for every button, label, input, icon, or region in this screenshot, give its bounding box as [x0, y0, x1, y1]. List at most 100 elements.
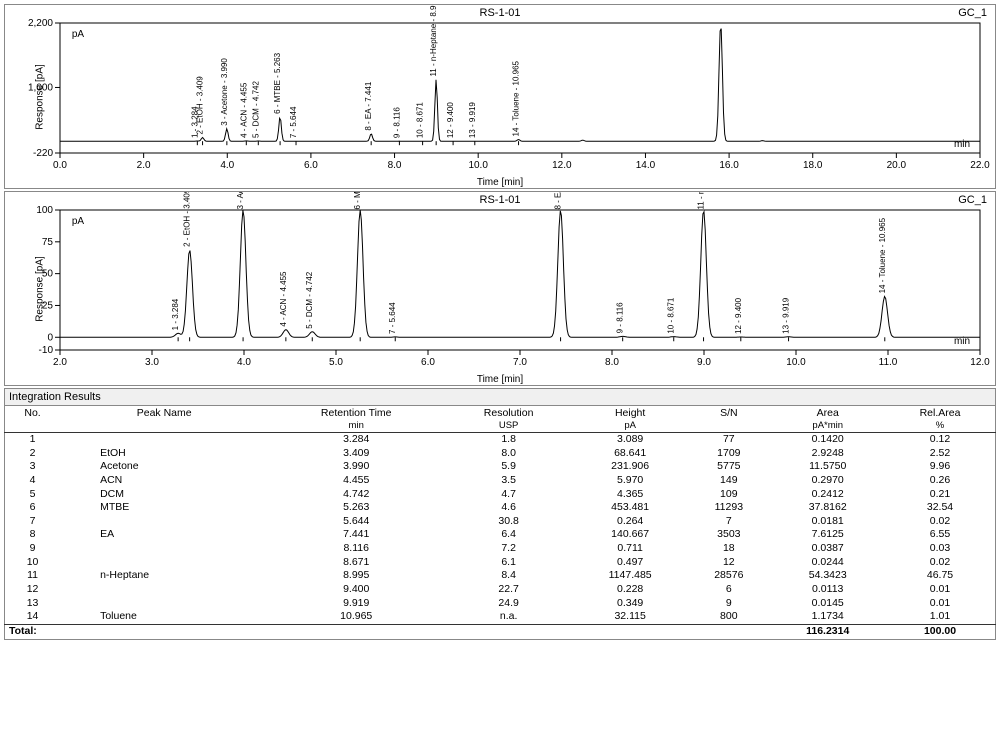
table-cell: 0.0145 [770, 597, 885, 611]
svg-text:75: 75 [42, 237, 54, 248]
table-body: 13.2841.83.089770.14200.122EtOH3.4098.06… [5, 433, 996, 640]
table-cell: 0.228 [573, 583, 687, 597]
table-cell: 1147.485 [573, 569, 687, 583]
table-cell: 10 [5, 556, 61, 570]
table-cell: 3.089 [573, 433, 687, 447]
peak-label: 3 - Acetone - 3.990 [220, 58, 229, 126]
table-cell: 32.54 [885, 501, 995, 515]
table-cell [60, 556, 268, 570]
total-rel: 100.00 [885, 624, 995, 639]
chart2-xlabel: Time [min] [5, 374, 995, 385]
col-header: Peak Name [60, 406, 268, 433]
table-row: 98.1167.20.711180.03870.03 [5, 542, 996, 556]
table-cell: 6.4 [444, 528, 573, 542]
peak-label: 11 - n-Heptane - 8.995 [697, 192, 706, 210]
table-cell: 6.1 [444, 556, 573, 570]
table-cell: 2.9248 [770, 447, 885, 461]
table-cell: 7.2 [444, 542, 573, 556]
table-cell: 14 [5, 610, 61, 624]
table-row: 2EtOH3.4098.068.64117092.92482.52 [5, 447, 996, 461]
col-header: AreapA*min [770, 406, 885, 433]
svg-text:5.0: 5.0 [329, 357, 343, 368]
table-cell [60, 597, 268, 611]
table-cell: ACN [60, 474, 268, 488]
chart1-title: RS-1-01 [480, 7, 521, 19]
peak-label: 13 - 9.919 [782, 297, 791, 334]
table-cell: 77 [687, 433, 770, 447]
table-cell: 24.9 [444, 597, 573, 611]
svg-text:min: min [954, 139, 970, 150]
peak-label: 12 - 9.400 [734, 297, 743, 334]
chart2-detector: GC_1 [958, 194, 987, 206]
table-cell: 9 [687, 597, 770, 611]
table-row: 11n-Heptane8.9958.41147.4852857654.34234… [5, 569, 996, 583]
table-cell: 5775 [687, 460, 770, 474]
table-cell: 3.409 [268, 447, 444, 461]
table-row: 75.64430.80.26470.01810.02 [5, 515, 996, 529]
table-cell: 4.7 [444, 488, 573, 502]
table-row: 3Acetone3.9905.9231.906577511.57509.96 [5, 460, 996, 474]
svg-text:pA: pA [72, 216, 85, 227]
svg-text:18.0: 18.0 [803, 160, 823, 171]
table-cell: 0.497 [573, 556, 687, 570]
chart1-xlabel: Time [min] [5, 177, 995, 188]
peak-label: 4 - ACN - 4.455 [279, 271, 288, 327]
table-cell: 9.919 [268, 597, 444, 611]
peak-label: 9 - 8.116 [392, 107, 401, 139]
peak-label: 14 - Toluene - 10.965 [878, 217, 887, 293]
svg-text:0.0: 0.0 [53, 160, 67, 171]
table-cell: 54.3423 [770, 569, 885, 583]
table-cell: 109 [687, 488, 770, 502]
svg-text:10.0: 10.0 [786, 357, 806, 368]
total-label: Total: [5, 624, 771, 639]
col-header: HeightpA [573, 406, 687, 433]
table-cell: 2.52 [885, 447, 995, 461]
peak-label: 7 - 5.644 [289, 106, 298, 138]
table-cell: 2 [5, 447, 61, 461]
table-cell: 9.400 [268, 583, 444, 597]
table-cell: 32.115 [573, 610, 687, 624]
svg-text:6.0: 6.0 [304, 160, 318, 171]
chart1-ylabel: Response [pA] [34, 64, 45, 130]
peak-label: 1 - 3.284 [171, 298, 180, 330]
table-head: No. Peak Name Retention TimeminResolutio… [5, 406, 996, 433]
table-cell: 0.01 [885, 583, 995, 597]
table-cell: 0.0181 [770, 515, 885, 529]
col-header: S/N [687, 406, 770, 433]
table-cell: 9.96 [885, 460, 995, 474]
table-cell: 140.667 [573, 528, 687, 542]
peak-label: 2 - EtOH - 3.409 [196, 76, 205, 135]
table-cell: 0.0244 [770, 556, 885, 570]
table-cell: 7.6125 [770, 528, 885, 542]
table-cell: MTBE [60, 501, 268, 515]
peak-label: 5 - DCM - 4.742 [251, 80, 260, 137]
integration-header: Integration Results [4, 388, 996, 405]
table-cell: 1.8 [444, 433, 573, 447]
table-cell: 4.742 [268, 488, 444, 502]
table-cell: 0.02 [885, 515, 995, 529]
table-cell: 5.263 [268, 501, 444, 515]
peak-label: 6 - MTBE - 5.263 [273, 52, 282, 113]
table-cell: 6 [5, 501, 61, 515]
table-cell: 8.0 [444, 447, 573, 461]
chart1-detector: GC_1 [958, 7, 987, 19]
table-cell: 3.5 [444, 474, 573, 488]
chromatogram-zoom: RS-1-01 GC_1 Response [pA] -100255075100… [4, 191, 996, 386]
peak-label: 4 - ACN - 4.455 [239, 82, 248, 138]
table-cell [60, 433, 268, 447]
table-cell: 4.6 [444, 501, 573, 515]
total-area: 116.2314 [770, 624, 885, 639]
svg-text:2.0: 2.0 [53, 357, 67, 368]
peak-label: 10 - 8.671 [667, 297, 676, 334]
table-cell: 6 [687, 583, 770, 597]
peak-label: 2 - EtOH - 3.409 [183, 192, 192, 247]
table-total-row: Total:116.2314100.00 [5, 624, 996, 639]
table-cell: 0.2970 [770, 474, 885, 488]
table-cell: 8.995 [268, 569, 444, 583]
chart2-svg: -1002550751002.03.04.05.06.07.08.09.010.… [5, 192, 995, 372]
table-cell: 8.671 [268, 556, 444, 570]
table-row: 6MTBE5.2634.6453.4811129337.816232.54 [5, 501, 996, 515]
svg-text:20.0: 20.0 [887, 160, 907, 171]
svg-text:2.0: 2.0 [137, 160, 151, 171]
integration-results-table: No. Peak Name Retention TimeminResolutio… [4, 405, 996, 640]
